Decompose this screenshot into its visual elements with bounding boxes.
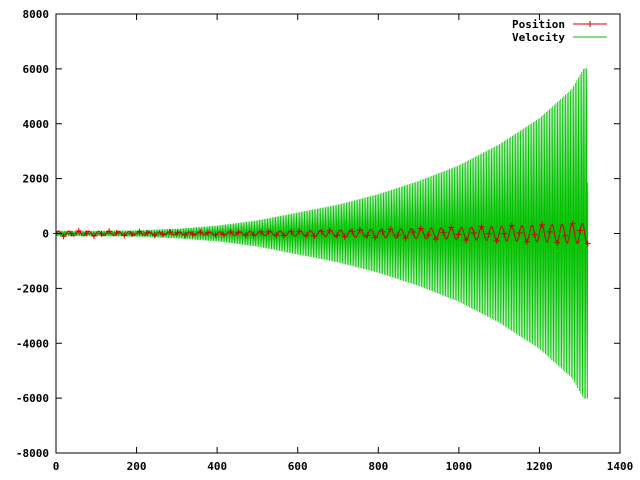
legend-marker-position bbox=[587, 21, 593, 27]
position-marker bbox=[90, 232, 97, 239]
position-marker bbox=[387, 226, 394, 233]
position-marker bbox=[539, 221, 546, 228]
x-tick-label: 0 bbox=[53, 460, 60, 473]
legend-label-velocity: Velocity bbox=[512, 31, 565, 44]
y-tick-label: 8000 bbox=[23, 8, 50, 21]
position-marker bbox=[273, 232, 280, 239]
position-marker bbox=[432, 236, 439, 243]
position-marker bbox=[356, 226, 363, 233]
y-tick-label: 2000 bbox=[23, 173, 50, 186]
x-tick-label: 800 bbox=[368, 460, 388, 473]
x-tick-label: 400 bbox=[207, 460, 227, 473]
position-marker bbox=[493, 237, 500, 244]
position-marker bbox=[159, 231, 166, 238]
position-marker bbox=[296, 228, 303, 235]
position-marker bbox=[410, 228, 417, 235]
position-marker bbox=[144, 229, 151, 236]
y-tick-label: -4000 bbox=[16, 337, 49, 350]
position-marker bbox=[554, 239, 561, 246]
position-marker bbox=[83, 230, 90, 237]
position-marker bbox=[463, 236, 470, 243]
position-marker bbox=[402, 235, 409, 242]
position-marker bbox=[75, 227, 82, 234]
position-marker bbox=[425, 231, 432, 238]
position-marker bbox=[280, 232, 287, 239]
position-marker bbox=[341, 233, 348, 240]
position-marker bbox=[523, 238, 530, 245]
position-marker bbox=[364, 232, 371, 239]
position-marker bbox=[326, 227, 333, 234]
position-marker bbox=[136, 228, 143, 235]
legend-label-position: Position bbox=[512, 18, 565, 31]
position-marker bbox=[204, 229, 211, 236]
position-marker bbox=[212, 231, 219, 238]
position-marker bbox=[106, 228, 113, 235]
series-position-markers bbox=[53, 220, 591, 247]
position-marker bbox=[250, 231, 257, 238]
position-marker bbox=[546, 228, 553, 235]
position-marker bbox=[577, 227, 584, 234]
position-marker bbox=[394, 232, 401, 239]
position-marker bbox=[174, 229, 181, 236]
position-marker bbox=[113, 230, 120, 237]
position-marker bbox=[417, 225, 424, 232]
position-marker bbox=[486, 230, 493, 237]
x-tick-label: 1200 bbox=[526, 460, 553, 473]
position-marker bbox=[372, 234, 379, 241]
position-marker bbox=[227, 229, 234, 236]
position-marker bbox=[121, 232, 128, 239]
x-tick-label: 600 bbox=[288, 460, 308, 473]
position-marker bbox=[318, 228, 325, 235]
position-marker bbox=[68, 230, 75, 237]
position-marker bbox=[478, 223, 485, 230]
position-marker bbox=[166, 228, 173, 235]
position-marker bbox=[182, 231, 189, 238]
position-marker bbox=[288, 228, 295, 235]
position-marker bbox=[334, 232, 341, 239]
x-tick-label: 1000 bbox=[446, 460, 473, 473]
y-tick-label: 0 bbox=[42, 228, 49, 241]
y-tick-label: -2000 bbox=[16, 282, 49, 295]
position-marker bbox=[265, 228, 272, 235]
position-marker bbox=[455, 231, 462, 238]
position-marker bbox=[128, 231, 135, 238]
x-tick-label: 200 bbox=[127, 460, 147, 473]
position-marker bbox=[258, 228, 265, 235]
position-marker bbox=[235, 229, 242, 236]
position-marker bbox=[470, 229, 477, 236]
position-marker bbox=[379, 228, 386, 235]
position-marker bbox=[569, 220, 576, 227]
position-marker bbox=[220, 231, 227, 238]
position-marker bbox=[311, 232, 318, 239]
series-layer bbox=[53, 68, 591, 399]
position-marker bbox=[349, 228, 356, 235]
position-marker bbox=[448, 224, 455, 231]
position-marker bbox=[531, 231, 538, 238]
position-marker bbox=[197, 229, 204, 236]
y-tick-label: -6000 bbox=[16, 392, 49, 405]
position-marker bbox=[303, 232, 310, 239]
position-marker bbox=[516, 229, 523, 236]
ticks-layer: 0 200 400 600 800 1000 1200 1400 -8000 -6000 -4000… bbox=[16, 8, 633, 473]
position-marker bbox=[60, 233, 67, 240]
x-tick-label: 1400 bbox=[607, 460, 634, 473]
position-marker bbox=[189, 231, 196, 238]
position-marker bbox=[151, 232, 158, 239]
y-tick-label: 4000 bbox=[23, 118, 50, 131]
position-marker bbox=[98, 230, 105, 237]
position-marker bbox=[561, 232, 568, 239]
position-marker bbox=[584, 240, 591, 247]
position-marker bbox=[242, 232, 249, 239]
position-marker bbox=[501, 230, 508, 237]
y-tick-label: -8000 bbox=[16, 447, 49, 460]
y-tick-label: 6000 bbox=[23, 63, 50, 76]
position-marker bbox=[508, 222, 515, 229]
position-marker bbox=[440, 229, 447, 236]
